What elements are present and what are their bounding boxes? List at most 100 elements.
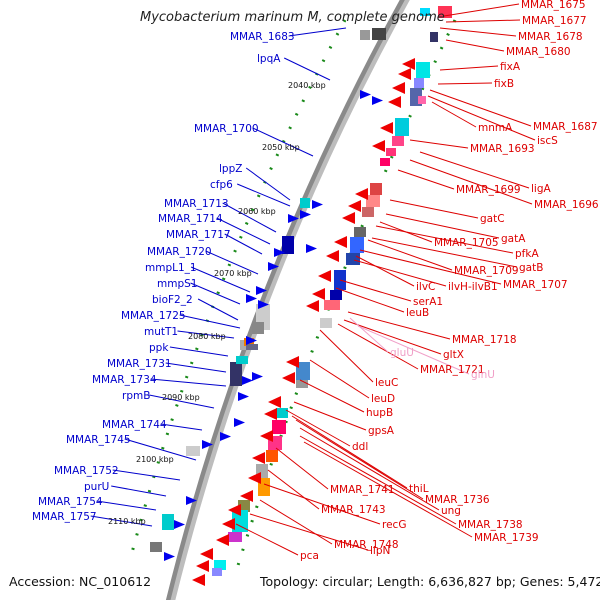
reverse-gene-arrow	[186, 496, 197, 505]
forward-gene-arrow	[200, 548, 213, 560]
right-gene-label: thiL	[409, 483, 429, 495]
gene-block	[416, 62, 430, 78]
right-gene-label: ddl	[352, 441, 368, 453]
left-gene-label: ppk	[149, 342, 169, 354]
left-gene-label: mmpL1_1	[145, 262, 197, 274]
left-leader-line	[197, 298, 239, 321]
reverse-gene-arrow	[202, 440, 213, 449]
right-leader-line	[309, 359, 370, 399]
left-leader-line	[96, 500, 157, 511]
right-gene-label: MMAR_1748	[334, 539, 399, 551]
left-gene-label: purU	[84, 481, 109, 493]
right-gene-label: gatB	[519, 262, 543, 274]
gene-block	[212, 568, 222, 576]
right-gene-label: pfkA	[515, 248, 539, 260]
reverse-gene-arrow	[238, 392, 249, 401]
label-leader-lines	[90, 3, 536, 556]
right-leader-line	[293, 401, 367, 431]
forward-gene-arrow	[392, 82, 405, 94]
right-leader-line	[299, 379, 365, 413]
left-gene-label: MMAR_1683	[230, 31, 295, 43]
reverse-gene-arrow	[288, 214, 299, 223]
right-gene-label: MMAR_1709	[454, 265, 519, 277]
right-gene-label: gpsA	[368, 425, 395, 437]
left-leader-line	[150, 378, 227, 387]
left-leader-line	[177, 330, 235, 339]
rna-leader-line	[357, 325, 470, 375]
right-gene-label: MMAR_1707	[503, 279, 568, 291]
gene-block	[350, 237, 364, 253]
gene-block	[150, 542, 162, 552]
left-gene-label: lppZ	[219, 163, 242, 175]
right-leader-line	[263, 483, 381, 525]
left-leader-line	[288, 27, 347, 37]
reverse-gene-arrow	[242, 376, 253, 385]
right-leader-line	[419, 151, 530, 189]
left-gene-label: MMAR_1744	[102, 419, 167, 431]
left-leader-line	[216, 217, 271, 245]
left-leader-line	[252, 127, 314, 157]
right-leader-line	[337, 323, 419, 370]
forward-gene-arrow	[260, 430, 273, 442]
gene-block	[330, 290, 342, 300]
left-leader-line	[190, 282, 241, 305]
right-gene-label: leuB	[406, 307, 429, 319]
right-leader-line	[291, 415, 408, 489]
gene-block	[366, 195, 380, 207]
left-leader-line	[111, 485, 167, 497]
right-gene-label: gltX	[443, 349, 464, 361]
right-gene-label: ung	[441, 505, 461, 517]
right-gene-label: ligA	[531, 183, 551, 195]
right-leader-line	[409, 139, 469, 149]
forward-gene-arrow	[402, 58, 415, 70]
kbp-ticks: 2040 kbp 2050 kbp 2060 kbp 2070 kbp 2080 kbp…	[108, 81, 326, 526]
right-gene-label: MMAR_1699	[456, 184, 521, 196]
forward-gene-arrow	[240, 490, 253, 502]
gene-block	[296, 380, 308, 388]
right-gene-label: recG	[382, 519, 406, 531]
left-leader-line	[165, 362, 227, 373]
right-leader-line	[431, 101, 477, 128]
right-leader-line	[249, 513, 369, 551]
gene-block	[296, 362, 310, 380]
gene-block	[380, 158, 390, 166]
gene-block	[214, 560, 226, 570]
right-gene-label: MMAR_1741	[330, 484, 395, 496]
reverse-gene-arrow	[258, 300, 269, 309]
gene-labels: MMAR_1683 lpqA MMAR_1700 lppZ cfp6 MMAR_1713 M…	[32, 0, 599, 562]
right-gene-label: MMAR_1677	[522, 15, 587, 27]
kbp-tick-label: 2110 kbp	[108, 517, 146, 526]
gene-block	[395, 118, 409, 136]
right-leader-line	[445, 19, 521, 23]
gene-block	[346, 253, 360, 265]
gene-block	[162, 514, 174, 530]
left-gene-label: MMAR_1757	[32, 511, 97, 523]
right-leader-line	[267, 469, 320, 510]
genome-summary-text: Topology: circular; Length: 6,636,827 bp…	[260, 574, 600, 589]
kbp-tick-label: 2080 kbp	[188, 332, 226, 341]
reverse-gene-arrow	[246, 294, 257, 303]
right-gene-label: MMAR_1705	[434, 237, 499, 249]
forward-gene-arrow	[318, 270, 331, 282]
forward-gene-arrow	[264, 408, 277, 420]
rna-leader-line	[349, 317, 389, 353]
genome-title: Mycobacterium marinum M, complete genome	[140, 10, 445, 25]
left-leader-line	[90, 515, 153, 527]
right-gene-label: fixB	[494, 78, 514, 90]
gene-block	[246, 344, 258, 350]
right-leader-line	[437, 82, 493, 85]
gene-block	[420, 8, 430, 16]
reverse-gene-arrow	[220, 432, 231, 441]
forward-gene-arrow	[398, 68, 411, 80]
right-leader-line	[343, 319, 442, 355]
right-leader-line	[371, 237, 518, 268]
right-gene-label: leuD	[371, 393, 395, 405]
right-leader-line	[319, 329, 374, 383]
right-leader-line	[303, 441, 473, 538]
right-leader-line	[299, 427, 440, 511]
left-gene-label: lpqA	[257, 53, 281, 65]
right-gene-label: lipN	[370, 545, 390, 557]
forward-gene-arrow	[252, 452, 265, 464]
right-gene-label: hupB	[366, 407, 393, 419]
right-leader-line	[235, 523, 299, 556]
